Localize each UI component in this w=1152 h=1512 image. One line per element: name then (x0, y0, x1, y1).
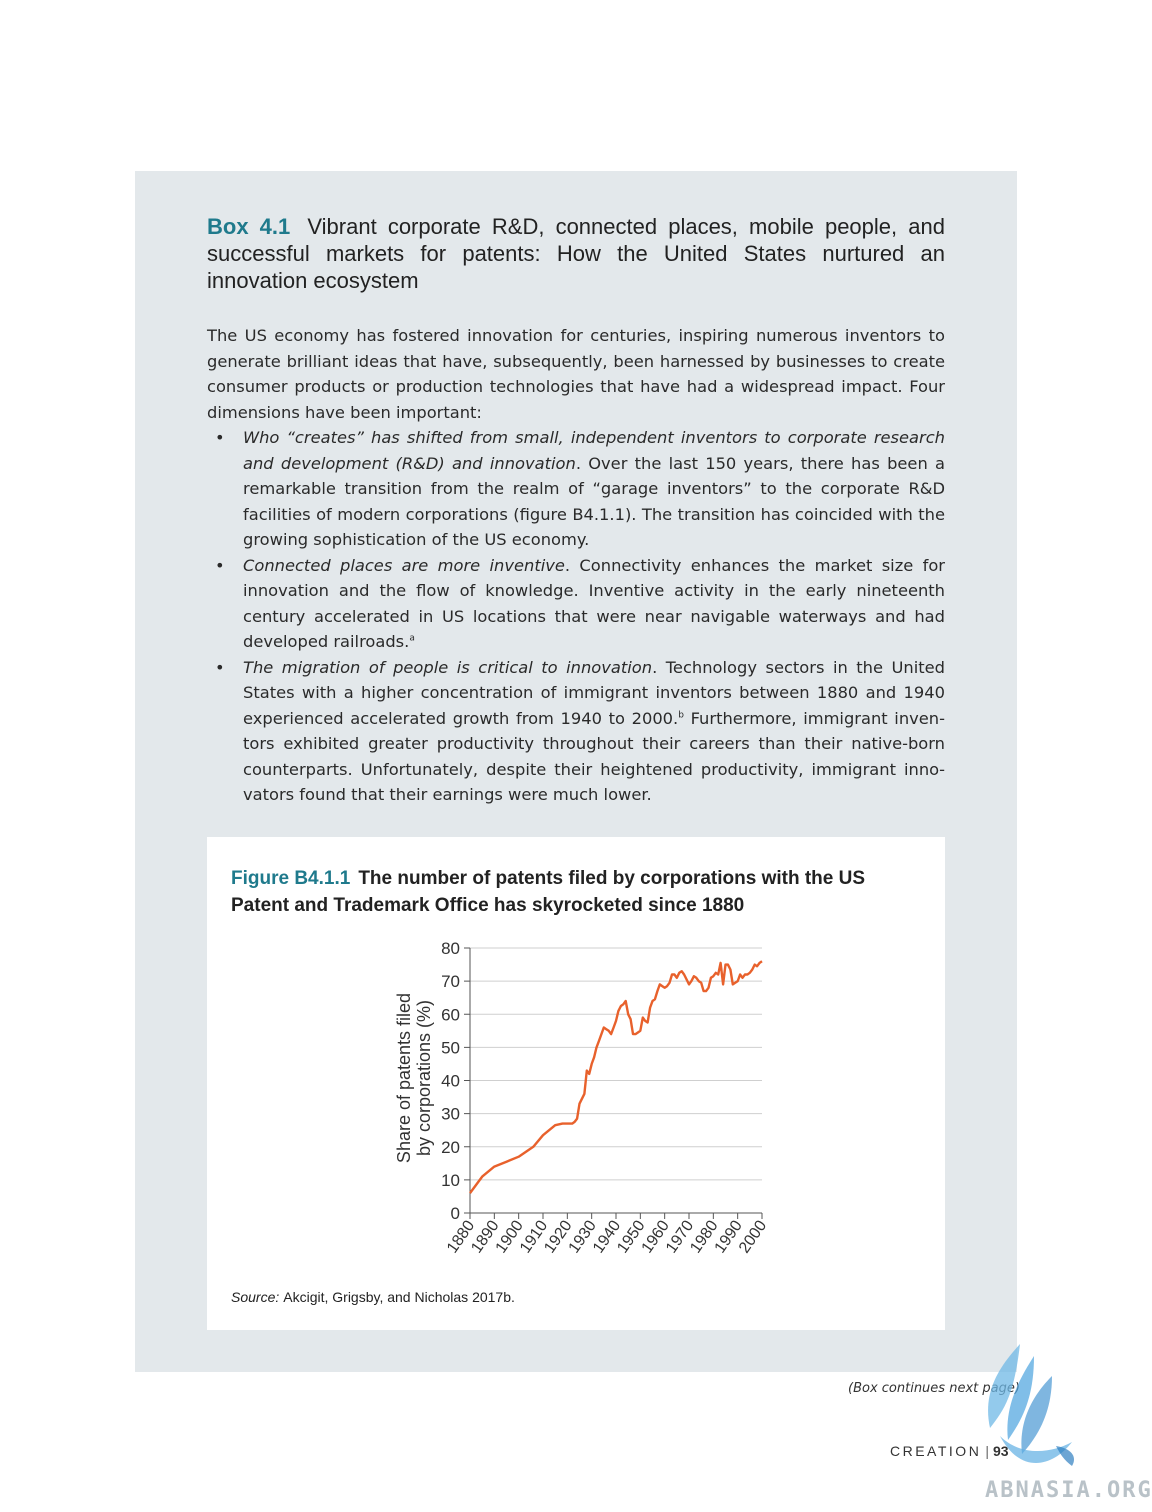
y-tick-label: 0 (451, 1204, 460, 1223)
box-intro: The US economy has fostered innovation f… (207, 326, 945, 422)
bullet-text: . Over the last 150 years, there has bee… (243, 453, 945, 550)
y-tick-label: 10 (441, 1171, 460, 1190)
y-tick-label: 60 (441, 1005, 460, 1024)
figure-panel: Figure B4.1.1 The number of patents filed… (207, 837, 945, 1330)
y-axis-label: by corporations (%) (414, 1000, 434, 1156)
y-tick-label: 70 (441, 972, 460, 991)
bullet-text: . Connectivity enhances the market size … (243, 555, 945, 652)
y-tick-label: 50 (441, 1038, 460, 1057)
bird-logo-icon (988, 1344, 1075, 1466)
bullet-text: . Technology sectors in the United State… (243, 657, 946, 728)
figure-title-text: The number of patents filed by corporati… (231, 868, 866, 916)
series-line (469, 960, 763, 1194)
y-tick-label: 30 (441, 1105, 460, 1124)
bullet-list: • Who “creates” has shifted from small, … (207, 425, 945, 808)
box-panel: Box 4.1 Vibrant corporate R&D, connected… (135, 171, 1017, 1372)
bullet-icon: • (215, 555, 225, 575)
box-title-text: Vibrant corporate R&D, connected places,… (207, 214, 945, 293)
y-tick-label: 20 (441, 1138, 460, 1157)
source-text: Akcigit, Grigsby, and Nicholas 2017b. (283, 1289, 515, 1305)
footnote-marker: b (678, 710, 684, 721)
watermark-text: ABNASIA.ORG (985, 1478, 1152, 1503)
x-axis: 1880189019001910192019301940195019601970… (444, 948, 770, 1256)
bullet-lead: Connected places are more inventive (243, 555, 565, 575)
footnote-marker: a (409, 633, 415, 644)
bullet-text-continued: Furthermore, immigrant inven­tors exhibi… (243, 708, 945, 805)
footer-divider: | (985, 1443, 989, 1459)
figure-source: Source: Akcigit, Grigsby, and Nicholas 20… (231, 1289, 515, 1305)
bullet-lead: Who “creates” has shifted from small, in… (243, 428, 945, 473)
y-axis-label: Share of patents filed (394, 993, 414, 1163)
y-tick-label: 40 (441, 1072, 460, 1091)
bullet-icon: • (215, 657, 225, 677)
list-item: • Connected places are more inventive. C… (207, 553, 945, 655)
grid-lines (470, 947, 762, 1181)
box-label: Box 4.1 (207, 214, 291, 239)
line-chart: Share of patents filed by corporations (… (394, 939, 770, 1256)
list-item: • Who “creates” has shifted from small, … (207, 425, 945, 553)
y-axis: 0 10 20 30 40 50 60 70 80 (441, 939, 470, 1223)
source-label: Source: (231, 1289, 280, 1305)
x-tick-label: 2000 (736, 1217, 770, 1256)
box-title: Box 4.1 Vibrant corporate R&D, connected… (207, 213, 945, 294)
section-name: CREATION (890, 1443, 982, 1459)
page-footer: CREATION | 93 (890, 1443, 1009, 1459)
figure-title: Figure B4.1.1 The number of patents filed… (231, 865, 891, 919)
continues-note: (Box continues next page) (848, 1381, 1020, 1396)
y-tick-label: 80 (441, 939, 460, 958)
bullet-icon: • (215, 428, 225, 447)
page-number: 93 (992, 1443, 1009, 1459)
figure-label: Figure B4.1.1 (231, 868, 351, 889)
list-item: • The migration of people is critical to… (207, 655, 945, 808)
bullet-lead: The migration of people is critical to i… (243, 657, 653, 677)
